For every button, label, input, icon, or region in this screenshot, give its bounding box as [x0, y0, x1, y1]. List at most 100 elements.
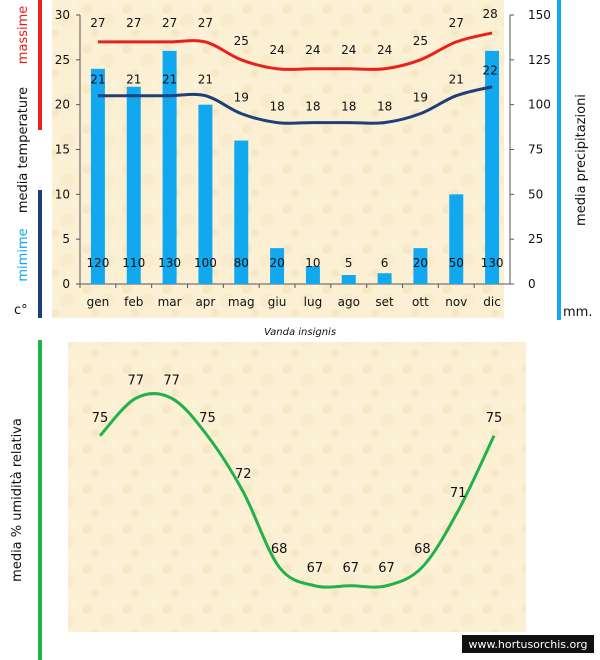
right-tick-label: 0 [528, 277, 536, 291]
precip-bar-apr [198, 104, 213, 285]
category-labels: gen feb mar apr mag giu lug ago set ott nov dic [79, 284, 501, 309]
mimime-value-label: 21 [449, 73, 464, 87]
precip-value-label: 6 [381, 256, 389, 270]
humidity-line [98, 392, 496, 589]
precip-bar-ott [413, 248, 428, 284]
category-label: lug [304, 295, 323, 309]
precip-value-label: 10 [305, 256, 320, 270]
left-axis-ticks: 0 5 10 15 20 25 30 [55, 8, 80, 291]
right-tick-label: 75 [528, 143, 543, 157]
mimime-value-label: 19 [234, 91, 249, 105]
massime-line [97, 31, 493, 71]
humidity-value-label: 75 [199, 411, 216, 426]
category-label: mar [158, 295, 182, 309]
category-label: set [375, 295, 394, 309]
massime-value-label: 25 [234, 34, 249, 48]
precip-value-label: 20 [413, 256, 428, 270]
mimime-value-label: 18 [341, 100, 356, 114]
humidity-axis-title: media % umidità relativa [10, 418, 25, 582]
mimime-line [97, 85, 493, 125]
massime-color-strip [38, 0, 42, 130]
humidity-value-label: 75 [92, 411, 109, 426]
mimime-value-label: 21 [198, 73, 213, 87]
left-tick-label: 5 [62, 232, 70, 246]
temperature-lines [97, 31, 493, 125]
humidity-data-labels: 75 77 77 75 72 68 67 67 67 68 71 75 [92, 373, 503, 576]
humidity-value-label: 75 [486, 411, 503, 426]
precip-value-label: 50 [449, 256, 464, 270]
precip-value-label: 110 [122, 256, 145, 270]
mimime-value-label: 18 [377, 100, 392, 114]
left-axis-mimime-label: mimime [16, 228, 31, 281]
mimime-value-label: 21 [90, 73, 105, 87]
right-tick-label: 150 [528, 8, 551, 22]
precip-bar-feb [126, 86, 141, 284]
chart-title: Vanda insignis [264, 327, 336, 338]
massime-value-label: 24 [341, 43, 356, 57]
category-label: ago [338, 295, 360, 309]
watermark-box [462, 635, 594, 653]
massime-value-label: 24 [269, 43, 284, 57]
category-label: feb [124, 295, 143, 309]
humidity-value-label: 68 [414, 542, 431, 557]
precip-bar-dic [485, 50, 500, 284]
precip-bar-lug [305, 266, 320, 284]
category-label: ott [412, 295, 429, 309]
bottom-chart-background [68, 342, 526, 632]
precip-value-label: 130 [481, 256, 504, 270]
humidity-value-label: 67 [378, 561, 395, 576]
humidity-value-label: 67 [342, 561, 359, 576]
massime-value-label: 27 [90, 16, 105, 30]
left-tick-label: 0 [62, 277, 70, 291]
precip-value-label: 120 [86, 256, 109, 270]
mimime-value-label: 18 [305, 100, 320, 114]
massime-value-label: 25 [413, 34, 428, 48]
category-label: nov [445, 295, 467, 309]
precip-bar-set [377, 273, 392, 284]
precip-bar-giu [270, 248, 285, 284]
humidity-curve [98, 392, 496, 589]
humidity-value-label: 67 [307, 561, 324, 576]
left-axis-massime-label: massime [16, 6, 31, 64]
right-tick-label: 125 [528, 53, 551, 67]
category-label: giu [268, 295, 287, 309]
massime-value-label: 24 [377, 43, 392, 57]
mimime-value-label: 22 [482, 64, 497, 78]
humidity-color-strip [38, 340, 42, 660]
right-tick-label: 50 [528, 187, 543, 201]
left-tick-label: 15 [55, 143, 70, 157]
humidity-value-label: 68 [271, 542, 288, 557]
mimime-value-label: 21 [162, 73, 177, 87]
right-tick-label: 25 [528, 232, 543, 246]
massime-value-label: 27 [126, 16, 141, 30]
left-tick-label: 25 [55, 53, 70, 67]
mimime-value-label: 19 [413, 91, 428, 105]
precipitation-bars [90, 50, 500, 285]
humidity-value-label: 77 [163, 373, 180, 388]
precip-bar-mar [162, 50, 177, 284]
left-tick-label: 10 [55, 187, 70, 201]
category-label: dic [483, 295, 501, 309]
precip-bar-mag [234, 140, 249, 284]
massime-value-label: 27 [198, 16, 213, 30]
right-tick-label: 100 [528, 98, 551, 112]
massime-value-label: 24 [305, 43, 320, 57]
massime-value-label: 28 [482, 7, 497, 21]
precip-bar-gen [90, 68, 105, 284]
precip-color-strip [557, 0, 561, 320]
left-tick-label: 20 [55, 98, 70, 112]
category-label: gen [87, 295, 110, 309]
left-axis-unit: c° [14, 303, 28, 318]
mimime-value-label: 21 [126, 73, 141, 87]
right-axis-title: media precipitazioni [574, 94, 589, 226]
right-axis-ticks: 0 25 50 75 100 125 150 [510, 8, 551, 291]
precip-value-label: 5 [345, 256, 353, 270]
precip-bar-ago [341, 275, 356, 284]
humidity-value-label: 72 [235, 467, 252, 482]
left-tick-label: 30 [55, 8, 70, 22]
precip-value-label: 80 [234, 256, 249, 270]
precip-bar-nov [449, 194, 464, 284]
category-label: mag [228, 295, 255, 309]
category-label: apr [195, 295, 215, 309]
